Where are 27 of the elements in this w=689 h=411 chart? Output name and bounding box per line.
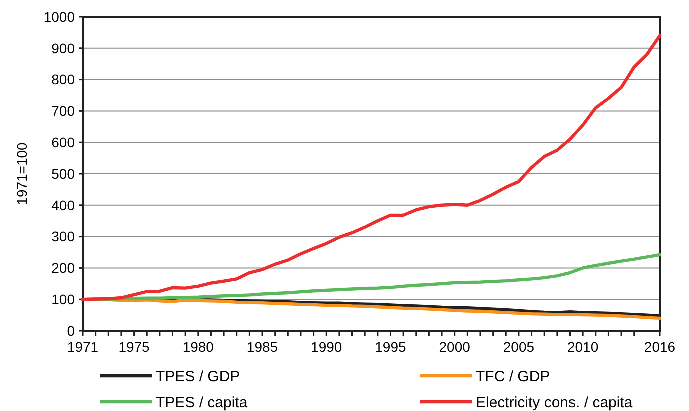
y-tick-label: 1000 [44,8,76,25]
x-tick-label: 1971 [67,339,99,355]
y-tick-label: 300 [52,228,76,245]
x-tick-label: 1980 [182,339,214,355]
x-tick-label: 1985 [246,339,278,355]
y-tick-label: 0 [67,322,76,339]
y-tick-label: 600 [52,134,76,150]
y-tick-label: 400 [52,197,76,214]
legend-label: TPES / capita [156,394,248,411]
y-tick-label: 200 [52,260,76,276]
x-tick-label: 1990 [311,339,342,355]
x-tick-label: 2016 [644,339,676,355]
x-tick-label: 1975 [118,339,150,355]
x-tick-label: 1995 [375,339,407,355]
y-tick-label: 100 [52,292,76,308]
legend-label: Electricity cons. / capita [476,394,634,411]
line-series [81,34,662,302]
legend-label: TPES / GDP [156,368,240,386]
x-tick-label: 2000 [439,339,471,355]
y-axis-title: 1971=100 [14,142,30,206]
y-tick-label: 800 [52,72,76,88]
x-tick-label: 2010 [567,339,599,355]
y-tick-label: 900 [52,40,76,56]
legend-label: TFC / GDP [476,368,550,386]
y-tick-label: 500 [52,166,76,182]
y-tick-label: 700 [52,103,76,120]
x-tick-label: 2005 [503,339,535,355]
